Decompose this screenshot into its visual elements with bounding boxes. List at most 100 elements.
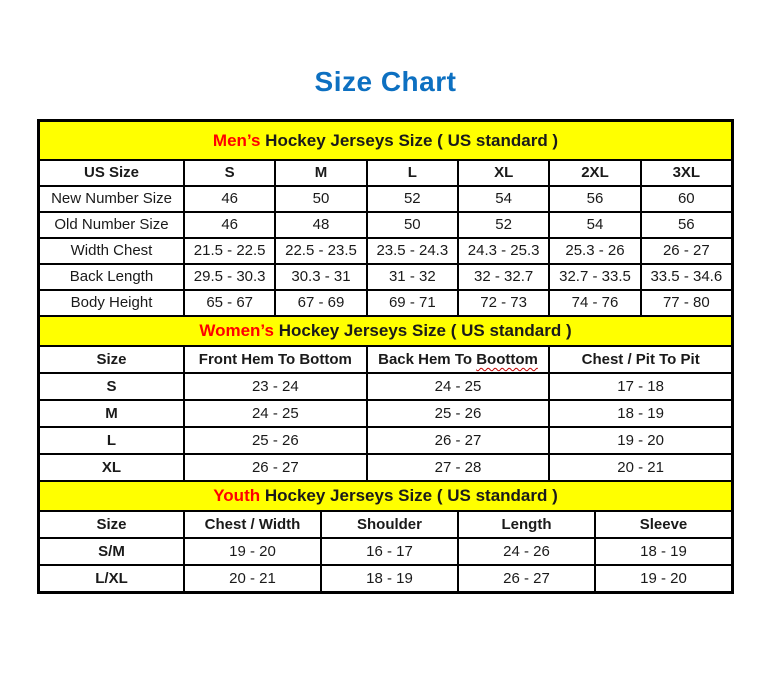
column-header: Size [38, 345, 185, 374]
column-header-text: Back Hem To [378, 350, 477, 368]
table-row: S 23 - 24 24 - 25 17 - 18 [38, 372, 733, 401]
mens-section-heading-row: Men’s Hockey Jerseys Size ( US standard … [38, 120, 733, 161]
size-value: 27 - 28 [365, 453, 551, 482]
column-header: Chest / Pit To Pit [548, 345, 733, 374]
size-value: 67 - 69 [274, 289, 368, 317]
mens-size-table: Men’s Hockey Jerseys Size ( US standard … [38, 120, 734, 317]
column-header: M [274, 159, 368, 187]
size-value: 69 - 71 [365, 289, 459, 317]
size-value: 21.5 - 22.5 [182, 237, 277, 265]
table-row: Old Number Size 46 48 50 52 54 56 [38, 211, 734, 239]
womens-heading-text: Hockey Jerseys Size ( US standard ) [273, 321, 572, 341]
youth-heading-text: Hockey Jerseys Size ( US standard ) [260, 486, 558, 506]
row-label: M [38, 399, 185, 428]
size-value: 77 - 80 [639, 289, 734, 317]
youth-column-header-row: Size Chest / Width Shoulder Length Sleev… [38, 510, 733, 539]
size-value: 56 [639, 211, 734, 239]
size-value: 20 - 21 [548, 453, 733, 482]
table-row: L/XL 20 - 21 18 - 19 26 - 27 19 - 20 [38, 564, 733, 593]
page-title: Size Chart [314, 66, 457, 97]
size-value: 26 - 27 [639, 237, 734, 265]
table-row: New Number Size 46 50 52 54 56 60 [38, 185, 734, 213]
table-row: Back Length 29.5 - 30.3 30.3 - 31 31 - 3… [38, 263, 734, 291]
size-value: 32.7 - 33.5 [548, 263, 642, 291]
size-value: 72 - 73 [456, 289, 551, 317]
mens-section-heading: Men’s Hockey Jerseys Size ( US standard … [38, 120, 733, 161]
row-label: L [38, 426, 185, 455]
row-label: L/XL [38, 564, 185, 593]
womens-size-table: Women’s Hockey Jerseys Size ( US standar… [38, 315, 733, 482]
mens-heading-text: Hockey Jerseys Size ( US standard ) [260, 130, 559, 150]
size-value: 16 - 17 [320, 537, 459, 566]
size-value: 19 - 20 [548, 426, 733, 455]
womens-section-heading: Women’s Hockey Jerseys Size ( US standar… [38, 315, 733, 347]
size-value: 26 - 27 [183, 453, 368, 482]
size-value: 74 - 76 [548, 289, 642, 317]
table-row: M 24 - 25 25 - 26 18 - 19 [38, 399, 733, 428]
size-value: 50 [274, 185, 368, 213]
size-value: 33.5 - 34.6 [639, 263, 734, 291]
row-label: Body Height [38, 289, 185, 317]
size-value: 20 - 21 [183, 564, 322, 593]
size-value: 26 - 27 [365, 426, 551, 455]
size-value: 56 [548, 185, 642, 213]
size-value: 25.3 - 26 [548, 237, 642, 265]
mens-column-header-row: US Size S M L XL 2XL 3XL [38, 159, 734, 187]
size-value: 50 [365, 211, 459, 239]
size-value: 65 - 67 [182, 289, 277, 317]
womens-heading-accent: Women’s [199, 321, 274, 341]
column-header: L [365, 159, 459, 187]
column-header: S [182, 159, 277, 187]
column-header: Front Hem To Bottom [183, 345, 368, 374]
size-value: 31 - 32 [365, 263, 459, 291]
column-header: US Size [38, 159, 185, 187]
size-value: 24 - 25 [365, 372, 551, 401]
size-value: 24.3 - 25.3 [456, 237, 551, 265]
youth-section-heading: Youth Hockey Jerseys Size ( US standard … [38, 480, 733, 512]
row-label: Width Chest [38, 237, 185, 265]
size-value: 46 [182, 211, 277, 239]
column-header: Chest / Width [183, 510, 322, 539]
size-value: 52 [365, 185, 459, 213]
size-value: 25 - 26 [183, 426, 368, 455]
size-value: 30.3 - 31 [274, 263, 368, 291]
column-header: Sleeve [594, 510, 733, 539]
column-header: 3XL [639, 159, 734, 187]
size-value: 26 - 27 [457, 564, 596, 593]
size-value: 60 [639, 185, 734, 213]
misspelled-word: Boottom [476, 350, 538, 368]
column-header: Size [38, 510, 185, 539]
size-value: 22.5 - 23.5 [274, 237, 368, 265]
size-value: 23.5 - 24.3 [365, 237, 459, 265]
size-value: 23 - 24 [183, 372, 368, 401]
mens-heading-accent: Men’s [212, 130, 261, 150]
size-value: 48 [274, 211, 368, 239]
size-value: 46 [182, 185, 277, 213]
size-value: 54 [548, 211, 642, 239]
row-label: S [38, 372, 185, 401]
column-header: Back Hem To Boottom [365, 345, 551, 374]
size-value: 18 - 19 [548, 399, 733, 428]
size-value: 19 - 20 [183, 537, 322, 566]
womens-section-heading-row: Women’s Hockey Jerseys Size ( US standar… [38, 315, 733, 347]
size-value: 17 - 18 [548, 372, 733, 401]
column-header: XL [456, 159, 551, 187]
youth-section-heading-row: Youth Hockey Jerseys Size ( US standard … [38, 480, 733, 512]
womens-column-header-row: Size Front Hem To Bottom Back Hem To Boo… [38, 345, 733, 374]
table-row: L 25 - 26 26 - 27 19 - 20 [38, 426, 733, 455]
size-value: 19 - 20 [594, 564, 733, 593]
size-value: 52 [456, 211, 551, 239]
row-label: New Number Size [38, 185, 185, 213]
row-label: Old Number Size [38, 211, 185, 239]
size-value: 24 - 25 [183, 399, 368, 428]
table-row: S/M 19 - 20 16 - 17 24 - 26 18 - 19 [38, 537, 733, 566]
row-label: S/M [38, 537, 185, 566]
size-value: 24 - 26 [457, 537, 596, 566]
table-row: Body Height 65 - 67 67 - 69 69 - 71 72 -… [38, 289, 734, 317]
column-header: 2XL [548, 159, 642, 187]
row-label: XL [38, 453, 185, 482]
youth-heading-accent: Youth [213, 486, 261, 506]
size-value: 54 [456, 185, 551, 213]
row-label: Back Length [38, 263, 185, 291]
